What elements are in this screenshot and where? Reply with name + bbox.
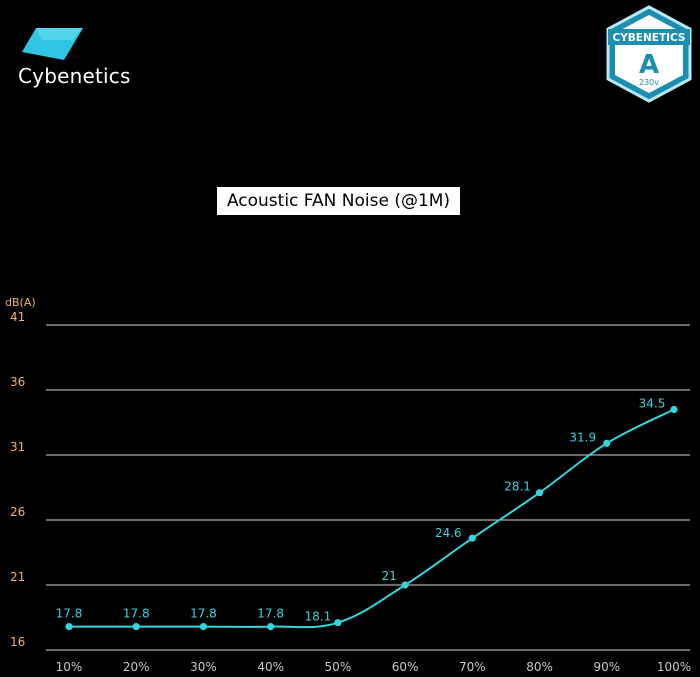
y-tick-label: 41 [10, 310, 25, 324]
data-point [267, 623, 275, 631]
data-label: 17.8 [257, 607, 284, 621]
y-tick-label: 31 [10, 440, 25, 454]
x-tick-label: 60% [392, 660, 419, 674]
data-point [401, 581, 409, 589]
data-point [334, 619, 342, 627]
data-point [468, 534, 476, 542]
x-tick-label: 80% [526, 660, 553, 674]
chart-title: Acoustic FAN Noise (@1M) [217, 187, 460, 215]
series-line [69, 408, 675, 629]
speaker-icon [644, 18, 657, 27]
data-label: 17.8 [190, 607, 217, 621]
data-label: 18.1 [305, 610, 332, 624]
y-tick-label: 36 [10, 375, 25, 389]
badge-grade: A [639, 50, 659, 80]
x-tick-label: 100% [657, 660, 691, 674]
data-label: 17.8 [123, 607, 150, 621]
badge-voltage: 230v [639, 78, 659, 87]
data-point [603, 439, 611, 447]
brand-name: Cybenetics [18, 64, 131, 88]
data-label: 28.1 [504, 480, 531, 494]
y-axis-unit: dB(A) [5, 296, 36, 309]
y-tick-label: 26 [10, 505, 25, 519]
x-tick-label: 20% [123, 660, 150, 674]
data-label: 34.5 [639, 397, 666, 411]
y-tick-label: 21 [10, 570, 25, 584]
data-point [199, 623, 208, 631]
x-tick-label: 30% [190, 660, 217, 674]
data-label: 31.9 [569, 430, 596, 444]
badge-brand: CYBENETICS [613, 32, 686, 44]
data-point [535, 489, 544, 497]
x-tick-label: 50% [325, 660, 352, 674]
data-point [65, 623, 73, 631]
data-point [670, 405, 678, 414]
x-tick-label: 10% [56, 660, 83, 674]
x-tick-label: 40% [257, 660, 284, 674]
cybenetics-logo-icon [22, 28, 83, 60]
data-label: 17.8 [56, 607, 83, 621]
x-tick-label: 90% [593, 660, 620, 674]
data-point [132, 623, 140, 631]
x-tick-label: 70% [459, 660, 486, 674]
data-label: 21 [381, 569, 396, 583]
cybenetics-rating-badge: CYBENETICS A 230v [606, 5, 692, 103]
data-label: 24.6 [435, 526, 462, 540]
y-tick-label: 16 [10, 635, 25, 649]
